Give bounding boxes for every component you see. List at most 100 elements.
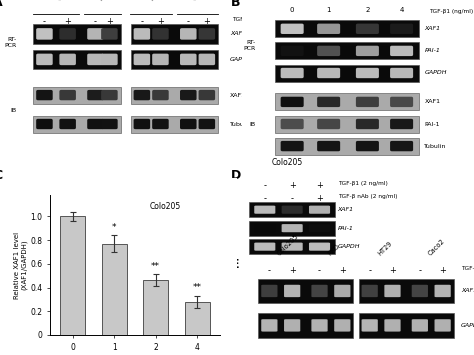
FancyBboxPatch shape [87,28,104,40]
FancyBboxPatch shape [309,242,330,251]
FancyBboxPatch shape [390,97,413,107]
FancyBboxPatch shape [435,285,451,297]
FancyBboxPatch shape [199,54,215,65]
FancyBboxPatch shape [101,54,118,65]
FancyBboxPatch shape [384,285,401,297]
Bar [275,93,419,110]
Text: RKO: RKO [98,0,112,2]
FancyBboxPatch shape [59,119,76,129]
FancyBboxPatch shape [317,119,340,129]
Bar [249,202,335,217]
Text: 0: 0 [290,7,294,13]
FancyBboxPatch shape [152,28,169,40]
FancyBboxPatch shape [362,285,378,297]
Text: -: - [94,17,97,26]
FancyBboxPatch shape [317,97,340,107]
Bar [258,279,354,303]
Text: 1: 1 [327,7,331,13]
Text: -: - [140,17,143,26]
FancyBboxPatch shape [36,28,53,40]
Bar [130,115,218,132]
Text: Colo205: Colo205 [272,158,303,168]
Bar [33,87,121,104]
Text: XAF1: XAF1 [338,207,354,212]
Text: GAPDH: GAPDH [461,323,474,328]
FancyBboxPatch shape [254,206,275,214]
Text: +: + [64,17,71,26]
Text: +: + [439,266,446,275]
Text: RT-
PCR: RT- PCR [244,40,255,51]
FancyBboxPatch shape [317,24,340,34]
Bar [130,50,218,69]
FancyBboxPatch shape [59,90,76,100]
FancyBboxPatch shape [384,319,401,332]
Text: XAF1: XAF1 [424,99,440,104]
Text: C: C [0,169,2,182]
FancyBboxPatch shape [134,28,150,40]
Text: Caco2: Caco2 [427,237,446,257]
FancyBboxPatch shape [412,285,428,297]
Bar [275,42,419,59]
Text: D: D [230,169,241,182]
FancyBboxPatch shape [309,224,330,232]
FancyBboxPatch shape [284,319,301,332]
Text: HT29: HT29 [376,240,393,257]
Bar [249,221,335,236]
FancyBboxPatch shape [36,54,53,65]
Text: XAF1: XAF1 [461,289,474,294]
FancyBboxPatch shape [134,90,150,100]
Text: 2: 2 [365,7,370,13]
FancyBboxPatch shape [261,319,277,332]
Bar [33,50,121,69]
FancyBboxPatch shape [390,68,413,78]
FancyBboxPatch shape [199,90,215,100]
Bar [60,216,85,335]
Text: Colo205: Colo205 [56,0,80,2]
Bar [275,115,419,132]
Text: -: - [263,181,266,190]
Text: GAPDH: GAPDH [338,244,360,249]
Text: TGF-β1 (24 h): TGF-β1 (24 h) [232,17,273,22]
Text: +: + [389,266,396,275]
FancyBboxPatch shape [254,224,275,232]
Text: RKO: RKO [327,242,340,257]
Text: +: + [203,17,210,26]
FancyBboxPatch shape [356,97,379,107]
FancyBboxPatch shape [152,90,169,100]
Text: *: * [112,223,117,232]
Text: B: B [230,0,240,10]
FancyBboxPatch shape [281,141,304,151]
FancyBboxPatch shape [282,206,303,214]
Text: RT-
PCR: RT- PCR [4,37,17,48]
Bar [143,280,168,335]
FancyBboxPatch shape [199,28,215,40]
FancyBboxPatch shape [199,119,215,129]
Text: A: A [0,0,3,10]
Text: TGF-β nAb (2 ng/ml): TGF-β nAb (2 ng/ml) [338,194,397,199]
FancyBboxPatch shape [152,54,169,65]
Text: -: - [318,266,321,275]
FancyBboxPatch shape [59,28,76,40]
Text: PAI-1: PAI-1 [424,121,440,126]
Text: PAI-1: PAI-1 [424,48,440,53]
Bar [358,279,454,303]
FancyBboxPatch shape [390,141,413,151]
Text: -: - [43,17,46,26]
Text: Tubulin: Tubulin [424,144,447,149]
FancyBboxPatch shape [134,54,150,65]
FancyBboxPatch shape [311,285,328,297]
FancyBboxPatch shape [152,119,169,129]
FancyBboxPatch shape [317,141,340,151]
FancyBboxPatch shape [134,119,150,129]
FancyBboxPatch shape [101,28,118,40]
FancyBboxPatch shape [435,319,451,332]
FancyBboxPatch shape [356,68,379,78]
FancyBboxPatch shape [254,242,275,251]
FancyBboxPatch shape [334,285,350,297]
FancyBboxPatch shape [390,119,413,129]
FancyBboxPatch shape [261,285,277,297]
Text: HT29: HT29 [149,0,165,2]
Text: +: + [316,181,323,190]
FancyBboxPatch shape [281,97,304,107]
Text: +: + [289,266,296,275]
